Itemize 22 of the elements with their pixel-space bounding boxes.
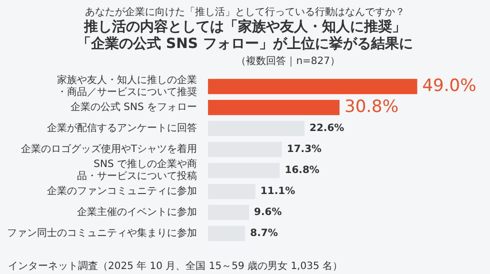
- data-label: 49.0%: [422, 76, 476, 96]
- chart-title: あなたが企業に向けた「推し活」として行っている行動はなんですか？: [84, 6, 406, 18]
- y-tick-label: 企業が配信するアンケートに回答: [47, 122, 197, 134]
- data-label: 22.6%: [310, 123, 344, 134]
- text: （複数回答｜n=827）: [235, 54, 341, 67]
- data-label: 9.6%: [254, 207, 282, 218]
- y-tick-label: 家族や友人・知人に推しの企業・商品／サービスについて推奨: [57, 74, 197, 98]
- chart-subtitle: 推し活の内容としては「家族や友人・知人に推奨」「企業の公式 SNS フォロー」が上位に挙がる結果に: [76, 19, 414, 53]
- y-tick-label: 企業のロゴグッズ使用やTシャツを着用: [20, 143, 197, 156]
- data-label: 16.8%: [284, 165, 320, 176]
- bar: [208, 100, 340, 116]
- data-label: 11.1%: [260, 186, 296, 198]
- bar: [208, 78, 418, 94]
- data-label: 8.7%: [250, 228, 278, 240]
- y-tick-label: 企業主催のイベントに参加: [77, 206, 197, 218]
- y-tick-label: ファン同士のコミュニティや集まりに参加: [7, 227, 197, 240]
- y-tick-label: SNS で推しの企業や商品・サービスについて投稿: [77, 158, 197, 182]
- y-tick-label: 企業の公式 SNS をフォロー: [70, 101, 197, 114]
- y-tick-label: 企業のファンコミュニティに参加: [47, 185, 197, 198]
- data-label: 30.8%: [344, 96, 399, 117]
- text: インターネット調査（2025 年 10 月、全国 15～59 歳の男女 1,035 名）: [7, 260, 344, 273]
- data-label: 17.3%: [286, 144, 322, 156]
